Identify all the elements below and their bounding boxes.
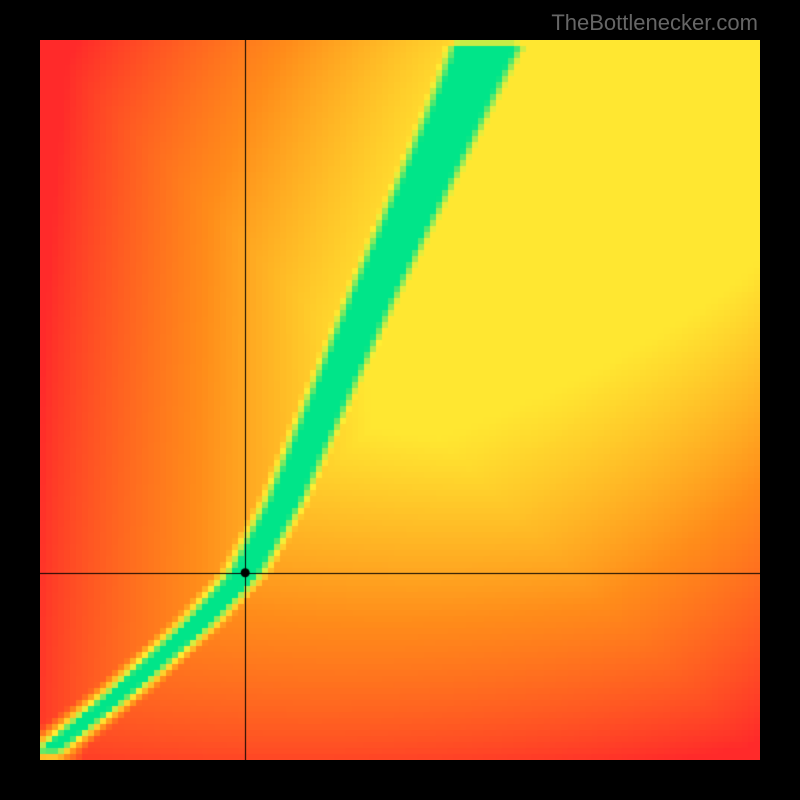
watermark-text: TheBottlenecker.com — [551, 10, 758, 36]
bottleneck-heatmap — [40, 40, 760, 760]
chart-container: TheBottlenecker.com — [0, 0, 800, 800]
